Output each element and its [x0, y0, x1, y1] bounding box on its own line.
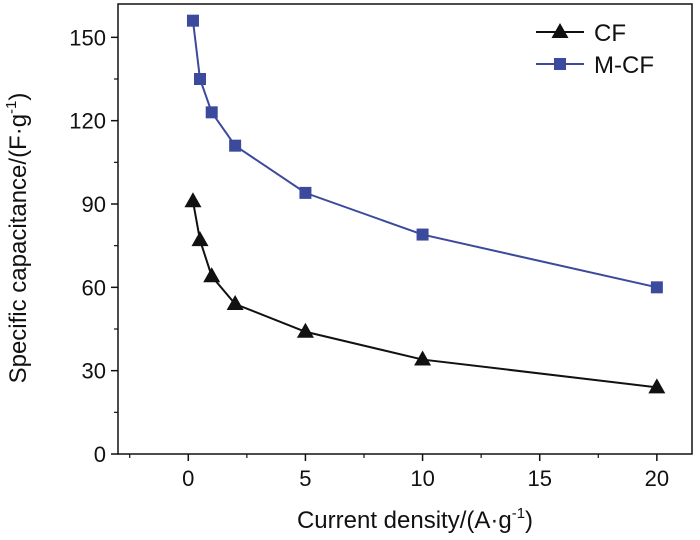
x-tick-label: 10 — [410, 466, 434, 491]
y-tick-label: 60 — [82, 275, 106, 300]
data-point — [186, 14, 199, 27]
plot-frame — [117, 3, 693, 455]
y-tick-label: 120 — [69, 109, 106, 134]
legend-marker — [554, 58, 566, 70]
data-point — [296, 322, 314, 338]
x-tick-label: 20 — [645, 466, 669, 491]
y-tick-label: 150 — [69, 25, 106, 50]
legend-item-m-cf: M-CF — [536, 52, 654, 79]
series-m-cf — [186, 14, 663, 294]
data-point — [226, 295, 244, 310]
series-line — [191, 20, 658, 289]
y-tick-label: 30 — [82, 359, 106, 384]
data-point — [191, 231, 209, 247]
data-point — [203, 267, 221, 283]
data-point — [299, 186, 312, 199]
data-point — [414, 350, 432, 366]
legend-item-cf: CF — [536, 20, 626, 47]
y-tick-label: 90 — [82, 192, 106, 217]
data-point — [416, 228, 429, 241]
x-tick-label: 0 — [182, 466, 194, 491]
y-axis: 0 30 60 90 120 150 — [69, 25, 118, 467]
data-point — [650, 281, 663, 294]
legend-label: CF — [594, 20, 626, 47]
legend-label: M-CF — [594, 52, 654, 79]
data-point — [205, 106, 218, 119]
x-axis-title: Current density/(A·g-1) — [297, 505, 533, 534]
series-cf — [184, 192, 666, 394]
legend: CF M-CF — [536, 20, 654, 79]
data-point — [194, 73, 206, 85]
y-tick-label: 0 — [94, 442, 106, 467]
x-tick-label: 15 — [527, 466, 551, 491]
data-point — [648, 378, 666, 394]
data-point — [229, 139, 242, 152]
data-point — [184, 192, 202, 208]
y-axis-title: Specific capacitance/(F·g-1) — [3, 93, 32, 384]
x-axis: 0 5 10 15 20 — [129, 454, 669, 491]
series-layer — [184, 14, 666, 394]
legend-marker — [551, 23, 569, 38]
x-tick-label: 5 — [299, 466, 311, 491]
